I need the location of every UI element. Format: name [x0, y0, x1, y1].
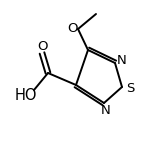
- Text: HO: HO: [15, 87, 37, 103]
- Text: O: O: [67, 21, 77, 35]
- Text: S: S: [126, 81, 134, 95]
- Text: N: N: [117, 54, 127, 67]
- Text: O: O: [38, 40, 48, 54]
- Text: N: N: [101, 104, 111, 116]
